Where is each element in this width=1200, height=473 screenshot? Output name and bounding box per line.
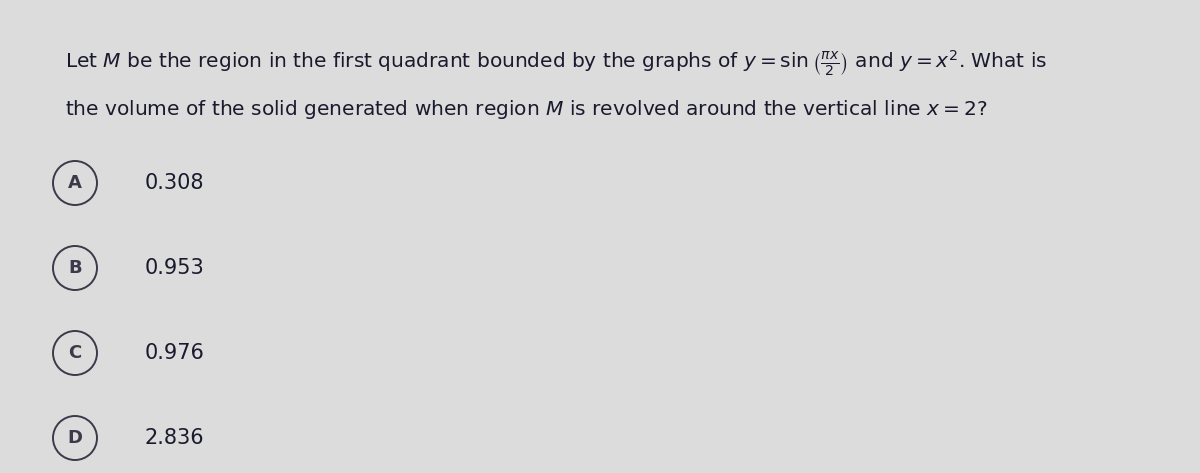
Text: 0.953: 0.953 <box>145 258 205 278</box>
Text: the volume of the solid generated when region $M$ is revolved around the vertica: the volume of the solid generated when r… <box>65 98 988 121</box>
Text: A: A <box>68 174 82 192</box>
Text: B: B <box>68 259 82 277</box>
Text: 2.836: 2.836 <box>145 428 205 448</box>
Text: Let $M$ be the region in the first quadrant bounded by the graphs of $y = \sin \: Let $M$ be the region in the first quadr… <box>65 48 1048 78</box>
Text: 0.308: 0.308 <box>145 173 204 193</box>
Text: 0.976: 0.976 <box>145 343 205 363</box>
Text: C: C <box>68 344 82 362</box>
Text: D: D <box>67 429 83 447</box>
